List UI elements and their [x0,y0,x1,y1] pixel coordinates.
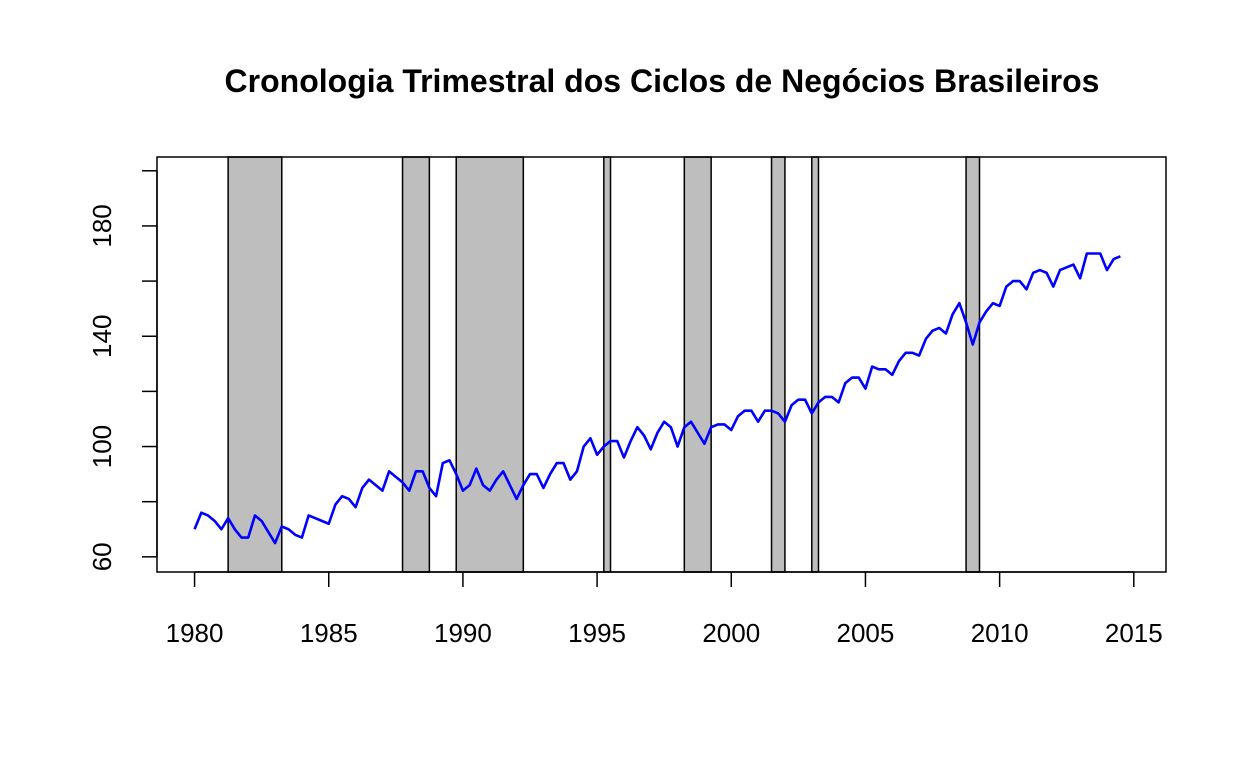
x-axis: 1980 1985 1990 1995 2000 2005 2010 2015 [166,571,1163,648]
y-axis: 60 100 140 180 [87,170,158,571]
plot-frame [156,156,1167,573]
x-tick-label: 2010 [971,618,1029,648]
x-tick-label: 2015 [1105,618,1163,648]
x-tick-label: 2000 [702,618,760,648]
chart-title: Cronologia Trimestral dos Ciclos de Negó… [225,63,1100,99]
recession-band [770,156,786,573]
recession-band [683,156,712,573]
series-line [193,252,1121,545]
x-tick-label: 1980 [166,618,224,648]
x-tick-label: 1990 [434,618,492,648]
y-tick-label: 180 [87,204,117,247]
x-tick-label: 2005 [837,618,895,648]
recession-band [811,156,820,573]
recession-band [455,156,525,573]
y-tick-label: 100 [87,425,117,468]
recession-bands [227,156,981,573]
x-tick-label: 1995 [568,618,626,648]
series-layer [193,252,1121,545]
y-tick-label: 140 [87,315,117,358]
recession-band [227,156,283,573]
recession-band [965,156,981,573]
recession-band [603,156,612,573]
x-tick-label: 1985 [300,618,358,648]
recession-band [401,156,431,573]
y-tick-label: 60 [87,542,117,571]
